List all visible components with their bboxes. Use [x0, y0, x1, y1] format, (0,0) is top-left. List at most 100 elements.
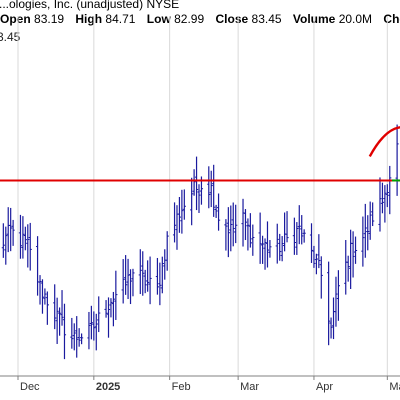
- price-bar-68: [229, 205, 233, 252]
- price-bar-7: [21, 216, 25, 259]
- price-bar-91: [309, 223, 314, 263]
- price-bar-114: [385, 184, 389, 208]
- price-bar-75: [251, 224, 255, 256]
- price-bar-33: [109, 298, 113, 318]
- tick-label-3: Mar: [240, 381, 259, 393]
- price-bar-97: [329, 317, 333, 339]
- price-bar-34: [111, 291, 115, 327]
- high-label: High: [75, 12, 103, 26]
- price-bar-112: [380, 182, 385, 214]
- price-bar-54: [180, 189, 184, 234]
- x-axis-ticks: Dec 2025 Feb Mar Apr May: [17, 376, 400, 393]
- exchange-label: NYSE: [146, 0, 180, 11]
- low-value: 82.99: [174, 12, 205, 26]
- price-bar-82: [278, 233, 282, 261]
- price-bar-104: [351, 231, 355, 278]
- price-bar-1: [1, 223, 5, 258]
- price-bar-39: [128, 269, 133, 305]
- price-bar-11: [35, 236, 40, 296]
- price-bar-4: [9, 207, 13, 252]
- price-bar-70: [234, 204, 238, 244]
- open-value: 83.19: [34, 12, 65, 26]
- price-bar-98: [331, 297, 336, 340]
- price-bar-21: [70, 317, 74, 349]
- price-bar-83: [280, 236, 284, 262]
- last-price-label: 3.45: [0, 30, 21, 44]
- price-bar-67: [226, 207, 230, 258]
- price-bar-53: [177, 196, 182, 233]
- price-bar-15: [45, 291, 49, 325]
- price-bar-41: [138, 249, 142, 295]
- price-bar-92: [312, 245, 316, 268]
- price-bar-25: [80, 333, 84, 345]
- price-bar-55: [182, 189, 186, 220]
- high-value: 84.71: [105, 12, 136, 26]
- price-bar-101: [344, 239, 348, 295]
- close-value: 83.45: [251, 12, 282, 26]
- price-bar-36: [121, 259, 125, 304]
- price-bar-102: [346, 255, 350, 282]
- price-bar-90: [302, 229, 306, 243]
- top-arc-annotation: [368, 126, 400, 158]
- price-bar-57: [192, 169, 196, 196]
- price-bar-58: [194, 156, 199, 211]
- tick-label-4: Apr: [316, 381, 333, 393]
- price-bar-77: [260, 235, 265, 264]
- low-label: Low: [146, 12, 171, 26]
- price-bar-31: [104, 300, 108, 318]
- price-bar-94: [317, 234, 321, 269]
- price-bar-85: [285, 211, 289, 243]
- price-bar-13: [40, 279, 45, 314]
- price-bar-2: [4, 226, 8, 265]
- price-bar-108: [366, 215, 370, 251]
- tick-label-0: Dec: [20, 381, 40, 393]
- price-bar-74: [248, 213, 252, 248]
- price-bar-109: [368, 201, 372, 240]
- volume-value: 20.0M: [338, 12, 373, 26]
- close-label: Close: [215, 12, 249, 26]
- price-bar-42: [141, 251, 145, 296]
- price-bar-50: [165, 231, 169, 271]
- price-bar-12: [38, 275, 42, 305]
- price-bar-14: [43, 288, 47, 305]
- price-bar-37: [124, 255, 128, 295]
- price-bar-16: [53, 284, 57, 330]
- price-bar-79: [265, 221, 270, 268]
- price-bar-87: [295, 222, 299, 255]
- price-bar-76: [258, 212, 262, 264]
- price-bar-8: [23, 226, 27, 251]
- price-bar-22: [72, 323, 76, 351]
- price-bar-20: [62, 303, 67, 360]
- price-bar-71: [241, 198, 245, 247]
- tick-label-5: May: [389, 381, 400, 393]
- price-bar-45: [148, 256, 152, 305]
- price-bar-30: [97, 296, 101, 333]
- price-bar-69: [231, 202, 235, 247]
- price-bar-111: [378, 177, 382, 232]
- price-bar-63: [212, 164, 216, 217]
- price-bar-115: [388, 165, 392, 215]
- price-bar-40: [131, 268, 135, 297]
- company-name: ...ologies, Inc. (unadjusted): [0, 0, 144, 11]
- price-bar-10: [28, 222, 32, 271]
- price-bar-48: [160, 256, 164, 294]
- price-bar-105: [353, 236, 358, 264]
- price-bar-107: [363, 203, 367, 258]
- price-bar-72: [243, 209, 248, 241]
- price-bar-96: [327, 261, 331, 346]
- price-bar-113: [383, 185, 387, 223]
- price-bar-89: [300, 215, 304, 245]
- price-bar-73: [246, 218, 250, 251]
- ohlc-readout: Open 83.19 High 84.71 Low 82.99 Close 83…: [0, 12, 400, 26]
- price-bar-32: [106, 297, 111, 338]
- price-bar-26: [87, 311, 91, 350]
- price-bar-93: [314, 253, 318, 275]
- price-bar-46: [155, 257, 160, 295]
- price-bar-38: [126, 258, 130, 299]
- price-bar-66: [224, 219, 228, 251]
- price-bar-56: [190, 177, 194, 226]
- price-bar-95: [319, 256, 323, 299]
- price-bar-84: [283, 212, 287, 252]
